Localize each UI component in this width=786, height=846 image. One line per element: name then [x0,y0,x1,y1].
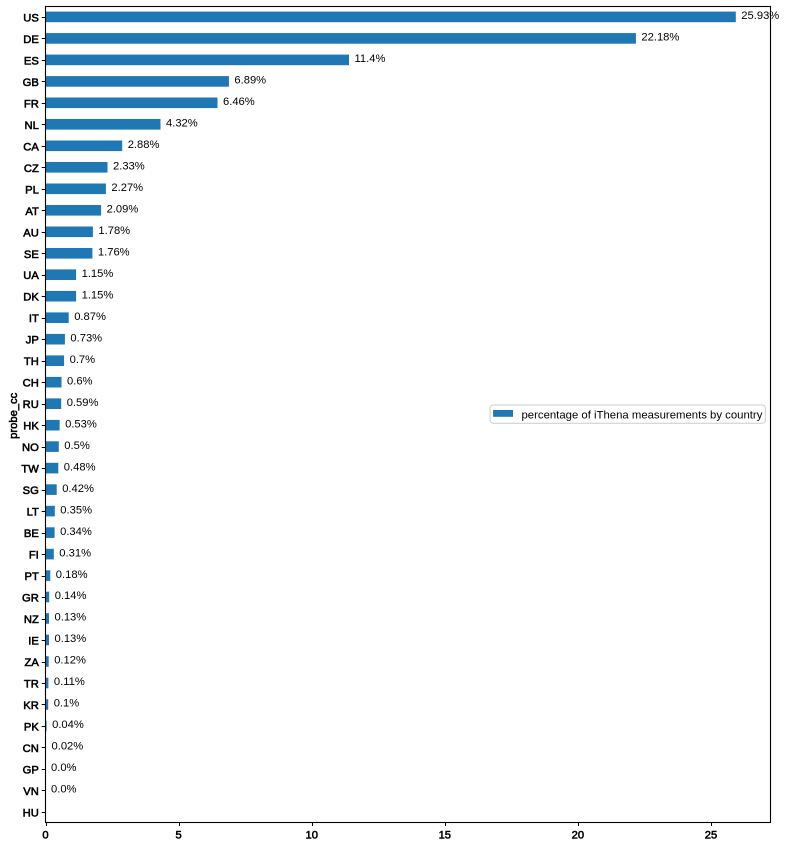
svg-text:TW: TW [21,464,39,476]
svg-text:CZ: CZ [24,163,39,175]
svg-text:0.6%: 0.6% [67,375,93,387]
svg-text:25: 25 [705,829,717,841]
svg-text:0.5%: 0.5% [64,440,90,452]
svg-text:NO: NO [22,442,39,454]
svg-text:22.18%: 22.18% [641,32,679,44]
svg-text:PT: PT [25,571,39,583]
svg-text:CN: CN [23,743,39,755]
svg-text:SE: SE [24,249,39,261]
svg-text:6.89%: 6.89% [234,75,266,87]
svg-text:NZ: NZ [24,614,39,626]
svg-text:0.87%: 0.87% [74,311,106,323]
svg-text:ZA: ZA [25,657,40,669]
svg-text:GP: GP [23,764,39,776]
svg-text:0.13%: 0.13% [55,633,87,645]
svg-text:20: 20 [572,829,584,841]
svg-text:0.48%: 0.48% [64,461,96,473]
svg-text:DK: DK [23,292,39,304]
svg-text:2.88%: 2.88% [128,139,160,151]
svg-text:BE: BE [24,528,39,540]
svg-text:ES: ES [24,55,39,67]
svg-text:FR: FR [24,98,39,110]
svg-text:0.04%: 0.04% [52,719,84,731]
svg-text:0.02%: 0.02% [52,741,84,753]
svg-text:0.59%: 0.59% [67,397,99,409]
svg-text:HK: HK [23,421,39,433]
svg-text:1.78%: 1.78% [98,225,130,237]
svg-text:15: 15 [439,829,451,841]
svg-text:0.42%: 0.42% [62,483,94,495]
svg-text:2.27%: 2.27% [111,182,143,194]
svg-text:0.0%: 0.0% [51,784,77,796]
svg-text:IE: IE [28,636,39,648]
svg-text:UA: UA [23,270,39,282]
svg-text:2.09%: 2.09% [107,204,139,216]
svg-text:4.32%: 4.32% [166,118,198,130]
svg-text:JP: JP [26,335,39,347]
svg-text:0.13%: 0.13% [55,612,87,624]
svg-text:2.33%: 2.33% [113,161,145,173]
svg-text:1.15%: 1.15% [82,289,114,301]
svg-text:CH: CH [23,378,39,390]
svg-text:0.14%: 0.14% [55,590,87,602]
svg-text:RU: RU [23,399,39,411]
svg-text:IT: IT [29,313,39,325]
svg-text:0.73%: 0.73% [70,332,102,344]
svg-text:0.35%: 0.35% [60,504,92,516]
svg-text:11.4%: 11.4% [355,53,386,65]
svg-text:0.1%: 0.1% [54,698,80,710]
svg-text:0: 0 [42,829,48,841]
svg-text:probe_cc: probe_cc [8,392,20,438]
svg-text:DE: DE [23,34,39,46]
svg-text:10: 10 [305,829,317,841]
svg-text:AU: AU [23,227,39,239]
svg-text:VN: VN [23,786,39,798]
svg-text:0.34%: 0.34% [60,526,92,538]
svg-text:5: 5 [175,829,181,841]
svg-text:0.11%: 0.11% [54,676,85,688]
svg-text:percentage of iThena measureme: percentage of iThena measurements by cou… [522,410,763,422]
svg-text:25.93%: 25.93% [741,10,779,22]
svg-text:NL: NL [24,120,38,132]
svg-text:0.12%: 0.12% [54,655,86,667]
svg-text:PK: PK [24,722,39,734]
svg-text:FI: FI [29,550,39,562]
svg-text:0.53%: 0.53% [65,418,97,430]
svg-text:PL: PL [25,184,39,196]
svg-text:1.76%: 1.76% [98,247,130,259]
svg-text:US: US [23,12,39,24]
svg-text:GB: GB [23,77,39,89]
svg-text:1.15%: 1.15% [82,268,114,280]
svg-text:0.7%: 0.7% [70,354,96,366]
svg-text:CA: CA [23,141,39,153]
svg-text:6.46%: 6.46% [223,96,255,108]
svg-text:TR: TR [24,679,39,691]
svg-text:GR: GR [22,593,39,605]
svg-text:0.31%: 0.31% [59,547,91,559]
svg-text:HU: HU [23,807,39,819]
svg-text:AT: AT [25,206,39,218]
svg-text:TH: TH [24,356,39,368]
svg-text:SG: SG [23,485,39,497]
svg-text:KR: KR [23,700,39,712]
svg-text:0.18%: 0.18% [56,569,88,581]
svg-text:LT: LT [27,507,39,519]
svg-text:0.0%: 0.0% [51,762,77,774]
